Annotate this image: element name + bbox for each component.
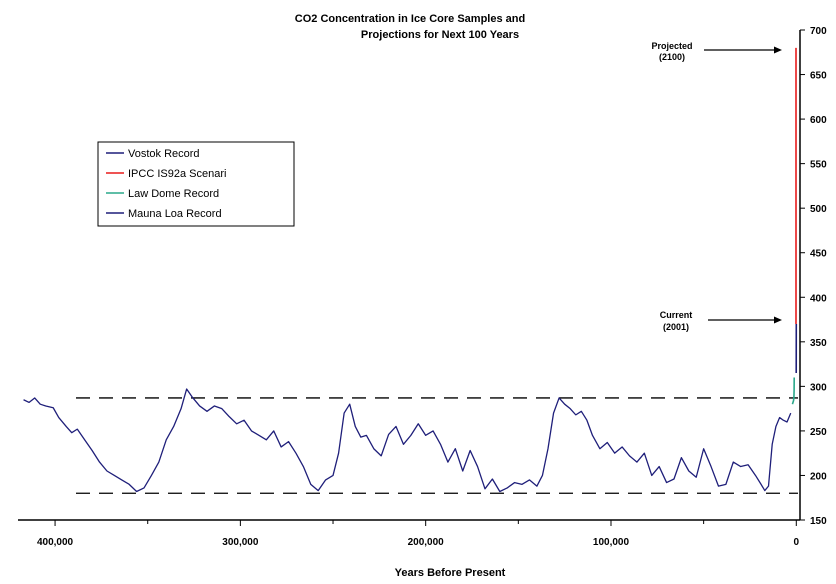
annotation-projected-year: (2100): [659, 52, 685, 62]
legend: Vostok Record IPCC IS92a Scenari Law Dom…: [97, 141, 295, 227]
chart-subtitle: Projections for Next 100 Years: [361, 29, 519, 41]
x-tick-label: 100,000: [593, 537, 630, 548]
x-tick-label: 400,000: [37, 537, 74, 548]
arrow-head-icon: [774, 46, 782, 54]
y-axis-ticks: 150 200 250 300 350 400 450 500 550 600 650 700: [800, 26, 827, 527]
legend-entry-vostok: Vostok Record: [106, 148, 200, 160]
y-tick-label: 250: [810, 427, 827, 438]
vostok-record-line: [23, 388, 792, 493]
annotation-current: Current (2001): [660, 310, 782, 332]
y-tick-label: 600: [810, 115, 827, 126]
legend-label: IPCC IS92a Scenari: [128, 168, 226, 180]
y-tick-label: 650: [810, 71, 827, 82]
reference-lines: [76, 397, 798, 494]
y-tick-label: 450: [810, 249, 827, 260]
annotation-projected: Projected (2100): [651, 41, 782, 62]
y-tick-label: 150: [810, 516, 827, 527]
legend-entry-ipcc: IPCC IS92a Scenari: [106, 168, 226, 180]
annotation-projected-label: Projected: [651, 41, 692, 51]
annotation-current-year: (2001): [663, 322, 689, 332]
legend-box: [97, 141, 295, 227]
y-tick-label: 300: [810, 382, 827, 393]
x-axis-label: Years Before Present: [395, 567, 506, 579]
y-tick-label: 200: [810, 471, 827, 482]
annotation-current-label: Current: [660, 310, 693, 320]
legend-label: Vostok Record: [128, 148, 200, 160]
y-tick-label: 700: [810, 26, 827, 37]
law-dome-record-line: [791, 377, 796, 405]
x-tick-label: 0: [794, 537, 800, 548]
x-tick-label: 300,000: [222, 537, 259, 548]
legend-label: Law Dome Record: [128, 188, 219, 200]
legend-label: Mauna Loa Record: [128, 208, 222, 220]
series-layer: [23, 47, 798, 493]
chart-title: CO2 Concentration in Ice Core Samples an…: [295, 13, 525, 25]
x-axis-ticks: 400,000 300,000 200,000 100,000 0: [37, 520, 800, 548]
y-tick-label: 500: [810, 204, 827, 215]
legend-entry-mauna-loa: Mauna Loa Record: [106, 208, 222, 220]
arrow-head-icon: [774, 316, 782, 324]
y-tick-label: 550: [810, 160, 827, 171]
x-tick-label: 200,000: [408, 537, 445, 548]
legend-entry-law-dome: Law Dome Record: [106, 188, 219, 200]
y-tick-label: 350: [810, 338, 827, 349]
y-tick-label: 400: [810, 293, 827, 304]
